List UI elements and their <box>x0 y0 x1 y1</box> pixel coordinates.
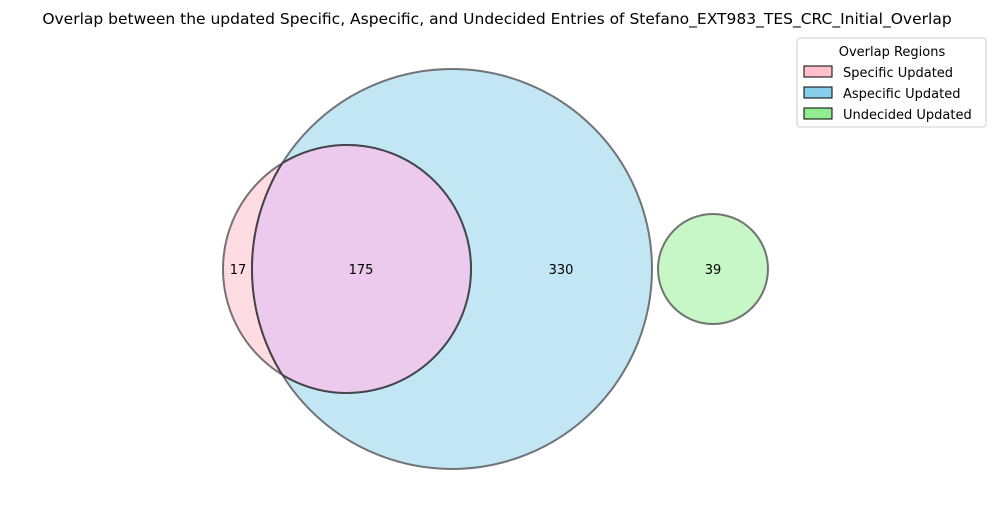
specific-aspecific-overlap <box>252 145 471 393</box>
legend-title: Overlap Regions <box>839 45 946 60</box>
legend-label-undecided: Undecided Updated <box>843 108 972 123</box>
legend-swatch-undecided <box>803 107 833 120</box>
region-label-undecided-only: 39 <box>705 263 722 278</box>
overlap-outline-specific <box>252 144 472 394</box>
region-label-aspecific-only: 330 <box>549 263 574 278</box>
region-label-specific-aspecific: 175 <box>349 263 374 278</box>
region-label-specific-only: 17 <box>230 263 247 278</box>
legend-swatch-specific <box>803 65 833 78</box>
legend-frame <box>796 37 987 128</box>
overlap-outline-aspecific <box>251 145 471 393</box>
figure-title: Overlap between the updated Specific, As… <box>42 10 951 29</box>
legend: Overlap Regions Specific Updated Aspecif… <box>796 37 987 128</box>
undecided-circle <box>657 213 769 325</box>
legend-label-specific: Specific Updated <box>843 66 953 81</box>
legend-label-aspecific: Aspecific Updated <box>843 87 960 102</box>
legend-swatch-aspecific <box>803 86 833 99</box>
